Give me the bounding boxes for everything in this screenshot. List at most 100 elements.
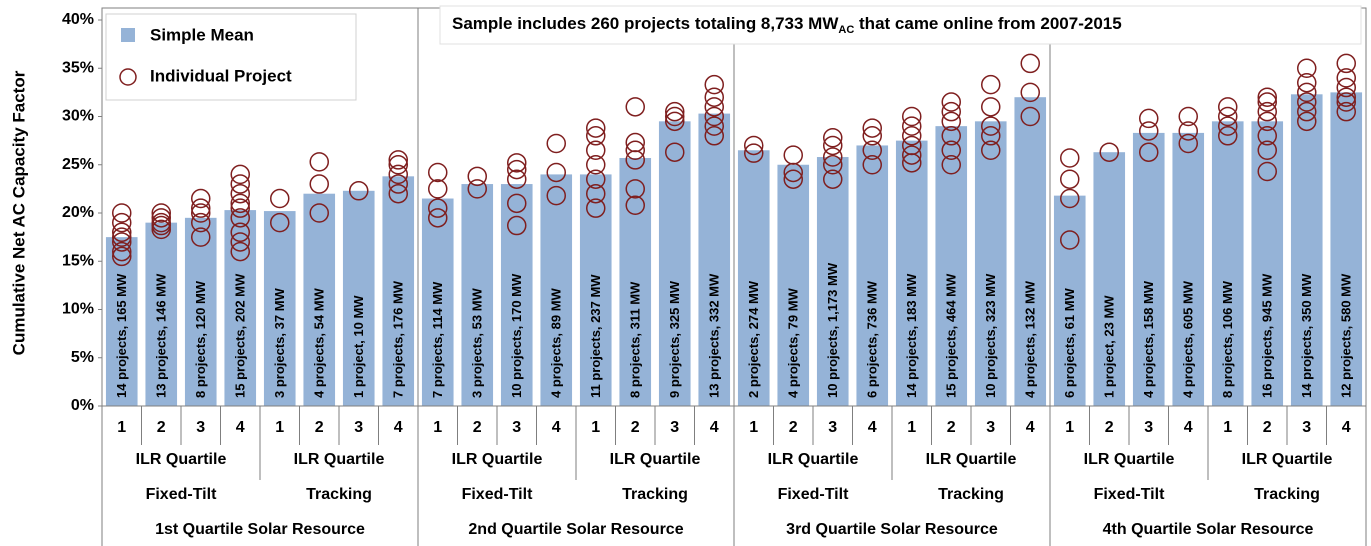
bar-label: 10 projects, 1,173 MW [825, 262, 840, 398]
project-point [428, 208, 448, 228]
y-tick-label: 0% [71, 397, 94, 414]
project-point [230, 174, 250, 194]
x-tick-label: 1 [275, 419, 284, 436]
x-tick-label: 2 [315, 419, 324, 436]
bar [500, 184, 533, 406]
project-point [1020, 53, 1040, 74]
project-point [1257, 140, 1277, 161]
bar [1093, 152, 1126, 406]
x-tick-label: 2 [947, 419, 956, 436]
project-point [1297, 82, 1317, 103]
bar [777, 164, 810, 406]
bar [145, 222, 178, 406]
project-point [1297, 111, 1317, 132]
resource-label: 4th Quartile Solar Resource [1103, 521, 1314, 538]
project-point [388, 174, 408, 194]
bar [737, 150, 770, 406]
project-point [388, 155, 408, 175]
project-point [1139, 121, 1159, 141]
legend-label: Individual Project [150, 66, 292, 85]
bar [658, 121, 691, 406]
project-point [230, 208, 250, 228]
bar [1290, 94, 1323, 407]
project-point [586, 126, 606, 146]
project-point [1257, 92, 1277, 112]
project-point [1336, 101, 1356, 122]
x-tick-label: 4 [1026, 419, 1035, 436]
project-point [112, 241, 132, 262]
bar-label: 7 projects, 176 MW [391, 280, 406, 398]
bar-label: 2 projects, 274 MW [746, 280, 761, 398]
project-point [1178, 106, 1198, 127]
bar-label: 10 projects, 170 MW [509, 273, 524, 398]
project-point [1060, 230, 1080, 250]
mount-label: Fixed-Tilt [1094, 486, 1165, 503]
project-point [388, 150, 408, 170]
project-point [862, 155, 882, 175]
mount-label: Fixed-Tilt [462, 486, 533, 503]
project-point [665, 111, 685, 132]
bar [579, 174, 612, 406]
mount-label: Tracking [622, 486, 688, 503]
bar [816, 157, 849, 406]
bar-label: 4 projects, 158 MW [1141, 280, 1156, 398]
project-point [704, 116, 724, 136]
bar-label: 15 projects, 202 MW [233, 273, 248, 398]
x-tick-label: 4 [1342, 419, 1351, 436]
project-point [744, 143, 764, 163]
x-tick-label: 3 [828, 419, 837, 436]
x-tick-label: 1 [433, 419, 442, 436]
x-tick-label: 2 [1105, 419, 1114, 436]
project-point [1336, 87, 1356, 107]
project-point [783, 169, 803, 189]
project-point [1139, 108, 1159, 129]
mount-label: Tracking [938, 486, 1004, 503]
group-label: ILR Quartile [452, 451, 543, 468]
bar-label: 11 projects, 237 MW [588, 274, 603, 398]
bar-label: 6 projects, 736 MW [865, 280, 880, 398]
legend-box [105, 13, 357, 101]
bar [263, 211, 296, 406]
project-point [862, 118, 882, 138]
project-point [309, 203, 329, 223]
project-point [1099, 142, 1119, 162]
project-point [941, 155, 961, 175]
project-point [744, 135, 764, 156]
x-tick-label: 3 [354, 419, 363, 436]
annotation-subscript: AC [838, 24, 854, 36]
x-tick-label: 3 [1302, 419, 1311, 436]
project-point [1336, 92, 1356, 112]
bar-label: 4 projects, 605 MW [1181, 280, 1196, 398]
project-point [428, 179, 448, 199]
project-point [823, 135, 843, 156]
project-point [665, 106, 685, 127]
y-tick-label: 15% [62, 252, 94, 269]
bar-label: 9 projects, 325 MW [667, 280, 682, 398]
annotation-text: Sample includes 260 projects totaling 8,… [452, 14, 839, 33]
project-point [625, 97, 645, 117]
bar [382, 176, 415, 406]
x-tick-label: 4 [710, 419, 719, 436]
project-point [1178, 121, 1198, 141]
project-point [586, 169, 606, 189]
bar-label: 10 projects, 323 MW [983, 273, 998, 398]
project-point [151, 208, 171, 228]
project-point [941, 126, 961, 146]
project-point [704, 74, 724, 95]
project-point [230, 232, 250, 252]
bar [619, 157, 652, 406]
project-point [230, 183, 250, 204]
project-point [981, 97, 1001, 117]
project-point [1297, 101, 1317, 122]
project-point [270, 188, 290, 209]
project-point [625, 179, 645, 199]
bar [935, 126, 968, 407]
bar [1014, 97, 1047, 406]
bar-label: 6 projects, 61 MW [1062, 287, 1077, 398]
project-point [428, 162, 448, 183]
group-label: ILR Quartile [926, 451, 1017, 468]
project-point [981, 116, 1001, 136]
x-tick-label: 2 [473, 419, 482, 436]
bar [1211, 121, 1244, 406]
project-point [1297, 72, 1317, 93]
